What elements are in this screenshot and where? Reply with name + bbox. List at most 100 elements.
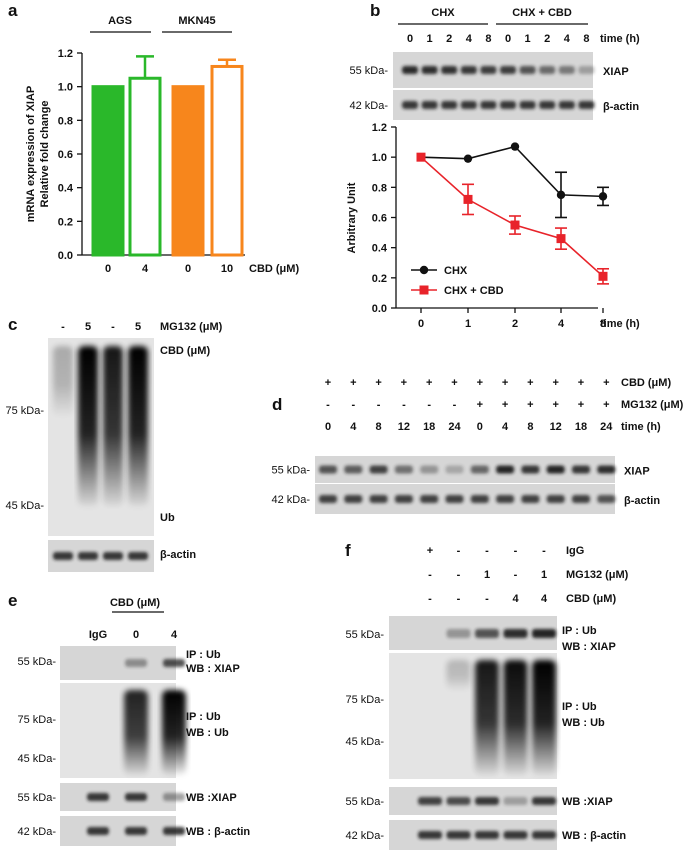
d-band bbox=[597, 465, 616, 474]
b-band bbox=[500, 66, 516, 74]
e-mw-label: 42 kDa- bbox=[17, 826, 56, 838]
c-ub-smear bbox=[78, 346, 98, 506]
f-treatment-value: 4 bbox=[541, 593, 548, 605]
c-treatment-value: 5 bbox=[85, 321, 91, 333]
b-mw-label: 55 kDa- bbox=[349, 65, 388, 77]
b-y-tick-label: 0.8 bbox=[372, 182, 387, 194]
b-lane-label: 2 bbox=[446, 33, 452, 45]
e-band bbox=[125, 659, 147, 667]
f-mw-label: 55 kDa- bbox=[345, 796, 384, 808]
b-legend-label: CHX + CBD bbox=[444, 285, 504, 297]
e-mw-label: 55 kDa- bbox=[17, 792, 56, 804]
d-treatment-value: 0 bbox=[325, 421, 331, 433]
e-lane-label: IgG bbox=[89, 629, 107, 641]
a-y-ticks: 0.0 0.2 0.4 0.6 0.8 1.0 1.2 bbox=[58, 48, 82, 262]
panel-letter-e: e bbox=[8, 591, 17, 610]
e-band bbox=[163, 793, 185, 801]
e-row-label: IP : Ub bbox=[186, 649, 221, 661]
c-mw-label: 75 kDa- bbox=[5, 405, 44, 417]
c-treatment-value: - bbox=[61, 321, 65, 333]
d-treatment-value: + bbox=[401, 377, 407, 389]
d-treatment-value: + bbox=[477, 377, 483, 389]
c-ub-label: Ub bbox=[160, 512, 175, 524]
c-ub-smear bbox=[103, 346, 123, 506]
e-row-label: WB : β-actin bbox=[186, 826, 250, 838]
d-treatment-label: CBD (μM) bbox=[621, 377, 671, 389]
b-x-tick-label: 4 bbox=[558, 318, 565, 330]
a-bars bbox=[91, 55, 244, 257]
f-row-label: WB : Ub bbox=[562, 717, 605, 729]
d-band bbox=[369, 465, 388, 474]
b-band bbox=[558, 101, 575, 109]
d-treatment-value: 4 bbox=[502, 421, 509, 433]
f-band bbox=[503, 629, 528, 638]
d-blot: 55 kDa- XIAP 42 kDa-β-actin bbox=[271, 456, 660, 514]
b-x-tick-label: 2 bbox=[512, 318, 518, 330]
d-band bbox=[420, 465, 439, 474]
e-row-label: WB : XIAP bbox=[186, 663, 240, 675]
d-treatment-value: 24 bbox=[600, 421, 613, 433]
d-treatment-label: time (h) bbox=[621, 421, 661, 433]
b-lane-label: 8 bbox=[485, 33, 491, 45]
a-bar bbox=[91, 85, 125, 257]
f-treatment-value: - bbox=[514, 569, 518, 581]
d-treatment-value: 18 bbox=[575, 421, 587, 433]
panel-a: a AGS MKN45 0.00.20.40.60.81.01.2 0 4 0 10 … bbox=[8, 1, 299, 275]
a-x-tick-label: 0 bbox=[105, 263, 111, 275]
e-xiap-bg bbox=[60, 783, 176, 811]
e-row-label: IP : Ub bbox=[186, 711, 221, 723]
e-mw-label: 75 kDa- bbox=[17, 714, 56, 726]
b-band bbox=[421, 66, 438, 74]
a-y-tick-label: 0.4 bbox=[58, 183, 74, 195]
b-band bbox=[558, 66, 575, 74]
d-treatment-value: + bbox=[552, 377, 558, 389]
d-band bbox=[597, 495, 616, 503]
f-band bbox=[532, 629, 556, 638]
e-ipxiap-bg bbox=[60, 646, 176, 680]
b-band bbox=[500, 101, 516, 109]
e-band bbox=[163, 659, 185, 667]
f-ub-smear bbox=[503, 660, 528, 775]
panel-letter-f: f bbox=[345, 541, 351, 560]
e-ub-smear bbox=[124, 690, 148, 775]
e-band bbox=[125, 793, 147, 801]
d-treatment-value: + bbox=[603, 377, 609, 389]
d-treatment-label: MG132 (μM) bbox=[621, 399, 684, 411]
f-band bbox=[532, 831, 556, 839]
b-y-tick-label: 0.6 bbox=[372, 213, 387, 225]
f-treatment-value: - bbox=[485, 593, 489, 605]
f-treatment-value: - bbox=[457, 569, 461, 581]
a-x-label: CBD (μM) bbox=[249, 263, 299, 275]
b-x-tick-label: 1 bbox=[465, 318, 471, 330]
f-treatment-label: CBD (μM) bbox=[566, 593, 616, 605]
d-blot-bg bbox=[315, 484, 615, 514]
a-bar bbox=[128, 76, 162, 257]
d-treatment-value: + bbox=[426, 377, 432, 389]
c-ub-smear bbox=[128, 346, 148, 506]
e-blot: 55 kDa- 75 kDa- 45 kDa- 55 kDa- 42 kDa- IP : … bbox=[17, 646, 250, 846]
b-lane-label: 8 bbox=[583, 33, 589, 45]
b-band bbox=[539, 66, 556, 74]
a-x-tick-label: 10 bbox=[221, 263, 233, 275]
c-ub-smear bbox=[53, 346, 73, 416]
f-ub-smear bbox=[446, 660, 471, 690]
a-y-tick-label: 0.6 bbox=[58, 149, 73, 161]
b-legend: CHX CHX + CBD bbox=[411, 265, 504, 297]
c-actin-label: β-actin bbox=[160, 549, 196, 561]
b-group-chx-cbd: CHX + CBD bbox=[512, 7, 572, 19]
b-legend-label: CHX bbox=[444, 265, 468, 277]
f-band bbox=[503, 797, 528, 805]
f-treatment-value: 1 bbox=[484, 569, 490, 581]
d-band bbox=[344, 465, 363, 474]
b-lane-label: 4 bbox=[564, 33, 571, 45]
c-mw-label: 45 kDa- bbox=[5, 500, 44, 512]
d-band bbox=[572, 465, 590, 474]
d-band bbox=[470, 465, 489, 474]
f-ub-bg bbox=[389, 653, 557, 779]
f-row-label: IP : Ub bbox=[562, 625, 597, 637]
a-y-tick-label: 0.0 bbox=[58, 250, 73, 262]
group-label-ags: AGS bbox=[108, 15, 132, 27]
f-treatment-value: 1 bbox=[541, 569, 547, 581]
a-x-tick-label: 4 bbox=[142, 263, 149, 275]
